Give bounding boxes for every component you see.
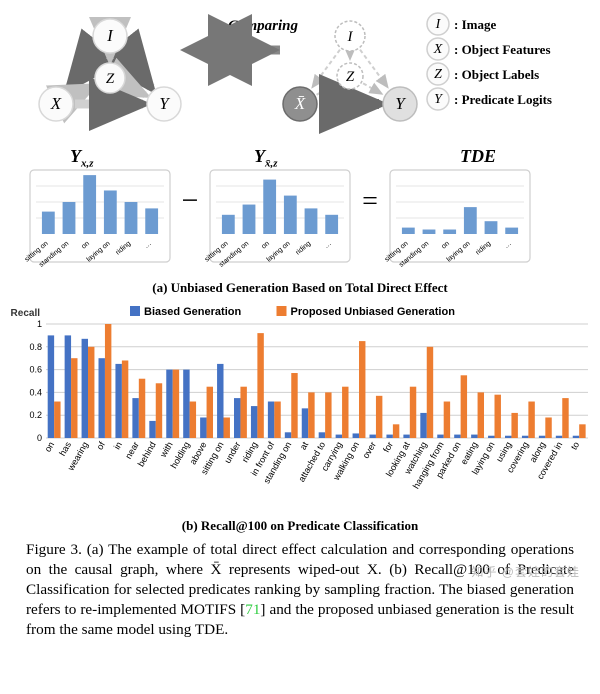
svg-text:Z: Z — [106, 71, 115, 87]
svg-text:over: over — [361, 440, 378, 460]
svg-text:0.4: 0.4 — [29, 387, 42, 397]
svg-text:…: … — [323, 240, 333, 250]
svg-text:on: on — [440, 240, 451, 250]
svg-text:: Predicate Logits: : Predicate Logits — [454, 92, 552, 107]
svg-text:0.6: 0.6 — [29, 365, 42, 375]
svg-text:in: in — [112, 440, 124, 451]
svg-text:on: on — [260, 240, 271, 250]
svg-text:of: of — [95, 440, 108, 452]
watermark: 知乎 @套娃的套娃 — [471, 563, 580, 580]
panel-a-legend: I: ImageX: Object FeaturesZ: Object Labe… — [427, 13, 552, 110]
svg-text:: Image: : Image — [454, 17, 496, 32]
svg-text:Recall: Recall — [11, 308, 41, 319]
svg-text:0.2: 0.2 — [29, 410, 42, 420]
panel-a-barcharts: sitting onstanding ononlaying onriding…s… — [0, 166, 600, 278]
svg-text:−: − — [182, 184, 199, 217]
svg-text:X: X — [50, 94, 62, 113]
svg-text:I: I — [347, 29, 354, 45]
svg-text:: Object Features: : Object Features — [454, 42, 551, 57]
svg-text:0: 0 — [37, 433, 42, 443]
svg-text:on: on — [43, 440, 57, 454]
svg-text:has: has — [57, 440, 73, 458]
svg-text:with: with — [158, 440, 175, 460]
svg-text:X̄: X̄ — [294, 94, 306, 113]
svg-text:0.8: 0.8 — [29, 342, 42, 352]
svg-text:: Object Labels: : Object Labels — [454, 67, 539, 82]
svg-text:on: on — [80, 240, 91, 250]
svg-text:X: X — [433, 42, 443, 57]
panel-b-chart: Recall 0 0.2 0.4 0.6 0.8 1 Biased Generation Pro… — [0, 300, 600, 516]
figure-caption: Figure 3. (a) The example of total direc… — [26, 540, 574, 640]
svg-text:…: … — [143, 240, 153, 250]
svg-text:laying on: laying on — [446, 240, 472, 263]
comparing-label: Comparing — [228, 18, 299, 34]
svg-text:1: 1 — [37, 319, 42, 329]
svg-text:under: under — [222, 440, 242, 465]
svg-text:Z: Z — [346, 69, 355, 85]
svg-text:Proposed Unbiased Generation: Proposed Unbiased Generation — [291, 306, 456, 318]
svg-text:Biased Generation: Biased Generation — [144, 306, 241, 318]
svg-text:riding: riding — [475, 240, 493, 256]
panel-b-caption: (b) Recall@100 on Predicate Classificati… — [0, 518, 600, 534]
svg-text:=: = — [362, 186, 378, 217]
panel-a-graphs: IZXY IZX̄Y Comparing I: ImageX: Object F… — [0, 6, 600, 146]
svg-text:laying on: laying on — [86, 240, 112, 263]
svg-text:riding: riding — [295, 240, 313, 256]
svg-text:at: at — [298, 440, 311, 452]
svg-text:Y: Y — [395, 94, 406, 113]
svg-text:to: to — [569, 440, 581, 452]
panel-a-caption: (a) Unbiased Generation Based on Total D… — [0, 280, 600, 296]
svg-text:laying on: laying on — [266, 240, 292, 263]
svg-text:for: for — [381, 440, 395, 454]
svg-text:Z: Z — [434, 67, 442, 82]
svg-text:…: … — [503, 240, 513, 250]
svg-text:Y: Y — [159, 94, 170, 113]
svg-text:riding: riding — [115, 240, 133, 256]
